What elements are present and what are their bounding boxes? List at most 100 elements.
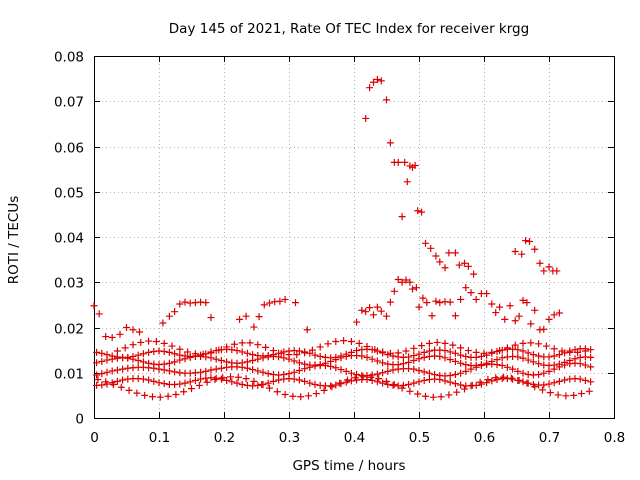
data-point [223,343,231,351]
data-point [406,278,414,286]
data-point [134,351,142,359]
data-point [181,379,189,387]
data-point [545,380,553,388]
data-point [571,355,579,363]
data-point [276,297,284,305]
data-point [327,382,335,390]
data-point [373,357,381,365]
data-point [553,267,561,275]
data-point [394,361,402,369]
data-point [373,76,381,84]
data-point [446,356,454,364]
data-point [347,369,355,377]
data-point [116,330,124,338]
data-point [545,367,553,375]
data-point [441,354,449,362]
data-point [436,299,444,307]
data-point [574,348,582,356]
data-point [414,207,422,215]
data-point [212,374,220,382]
data-point [293,351,301,359]
data-point [441,339,449,347]
data-point [581,361,589,369]
data-point [446,378,454,386]
data-point [137,338,145,346]
data-point [550,311,558,319]
x-axis-title: GPS time / hours [292,458,405,474]
data-point [399,360,407,368]
data-point [98,370,106,378]
data-point [484,376,492,384]
data-point [527,320,535,328]
y-tick-label: 0.02 [54,322,84,338]
data-point [203,378,211,386]
data-point [477,361,485,369]
data-point [470,270,478,278]
data-point [410,352,418,360]
data-point [455,261,463,269]
data-point [457,381,465,389]
data-point [102,378,110,386]
data-point [383,312,390,320]
data-point [199,350,207,358]
data-point [545,263,553,271]
data-point [545,315,553,323]
data-point [402,347,410,355]
data-point [457,351,465,359]
data-point [171,350,179,358]
data-point [406,387,414,395]
data-point [562,392,570,400]
data-point [328,383,336,391]
data-point [290,368,298,376]
data-point [566,357,574,365]
data-point [336,379,344,387]
data-point [394,349,402,357]
data-point [480,349,488,357]
data-point [234,373,242,381]
data-point [519,354,527,362]
data-point [295,347,303,355]
data-point [238,348,246,356]
data-point [301,377,309,385]
data-point [462,361,470,369]
data-point [353,347,361,355]
data-point [411,162,419,170]
data-point [415,366,423,374]
data-point [398,384,406,392]
data-point [472,362,480,370]
data-point [90,302,98,310]
data-point [540,381,548,389]
data-point [587,353,595,361]
data-point [242,375,250,383]
data-point [102,333,110,341]
data-point [462,367,470,375]
series-satellite-10 [511,237,561,275]
data-point [449,341,457,349]
data-point [289,392,297,400]
data-point [297,393,305,401]
data-point [545,353,553,361]
data-point [509,375,517,383]
data-point [488,377,496,385]
data-point [344,376,351,384]
data-point [436,258,444,266]
data-point [519,378,527,386]
data-point [451,312,459,320]
data-point [368,355,376,363]
data-point [188,385,195,393]
data-point [529,358,537,366]
data-point [168,342,176,350]
data-point [141,391,149,399]
data-point [585,387,593,395]
data-point [113,377,121,385]
y-tick-labels: 0 0.01 0.02 0.03 0.04 0.05 0.06 0.07 0.08 [54,50,84,428]
data-point [152,338,160,346]
data-point [358,306,366,314]
data-point [390,381,398,389]
data-point [581,376,589,384]
data-point [367,373,375,381]
data-point [202,367,210,375]
data-point [558,347,566,355]
data-point [587,346,595,354]
